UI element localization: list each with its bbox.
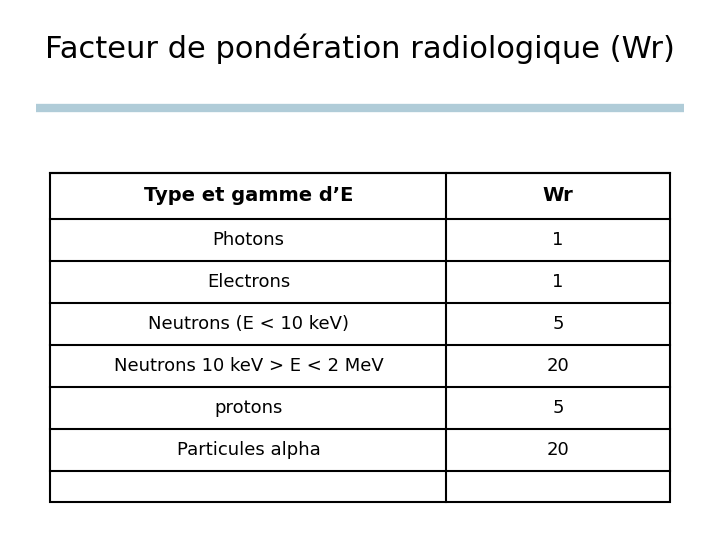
Text: Facteur de pondération radiologique (Wr): Facteur de pondération radiologique (Wr) xyxy=(45,33,675,64)
Text: Photons: Photons xyxy=(212,231,284,249)
Text: 20: 20 xyxy=(546,357,570,375)
Text: Electrons: Electrons xyxy=(207,273,290,291)
Text: Type et gamme d’E: Type et gamme d’E xyxy=(144,186,353,205)
Text: 1: 1 xyxy=(552,231,564,249)
Text: 20: 20 xyxy=(546,441,570,460)
Text: Neutrons 10 keV > E < 2 MeV: Neutrons 10 keV > E < 2 MeV xyxy=(114,357,383,375)
Text: 5: 5 xyxy=(552,315,564,333)
Text: 5: 5 xyxy=(552,399,564,417)
Text: Particules alpha: Particules alpha xyxy=(176,441,320,460)
Bar xyxy=(50,173,670,502)
Text: Neutrons (E < 10 keV): Neutrons (E < 10 keV) xyxy=(148,315,349,333)
Text: 1: 1 xyxy=(552,273,564,291)
Text: Wr: Wr xyxy=(543,186,573,205)
Text: protons: protons xyxy=(215,399,282,417)
